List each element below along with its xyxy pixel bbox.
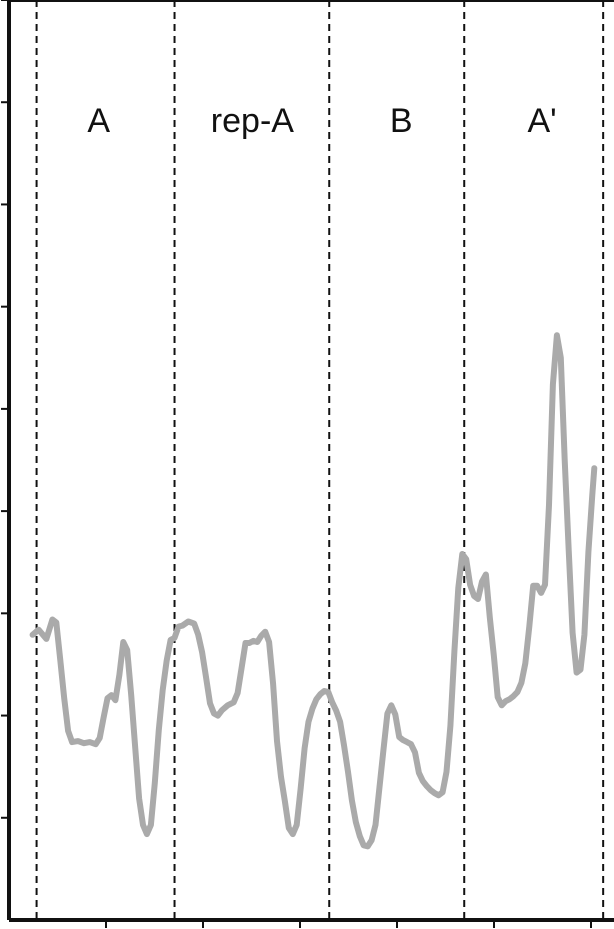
section-label-3: A' — [527, 102, 556, 140]
series-layer — [29, 332, 598, 850]
axis-ticks — [1, 0, 592, 928]
section-label-0: A — [87, 102, 110, 140]
section-dividers — [35, 0, 605, 920]
section-label-2: B — [390, 102, 413, 140]
series-line-0 — [29, 332, 598, 850]
axes — [7, 0, 614, 922]
section-label-1: rep-A — [211, 102, 294, 140]
